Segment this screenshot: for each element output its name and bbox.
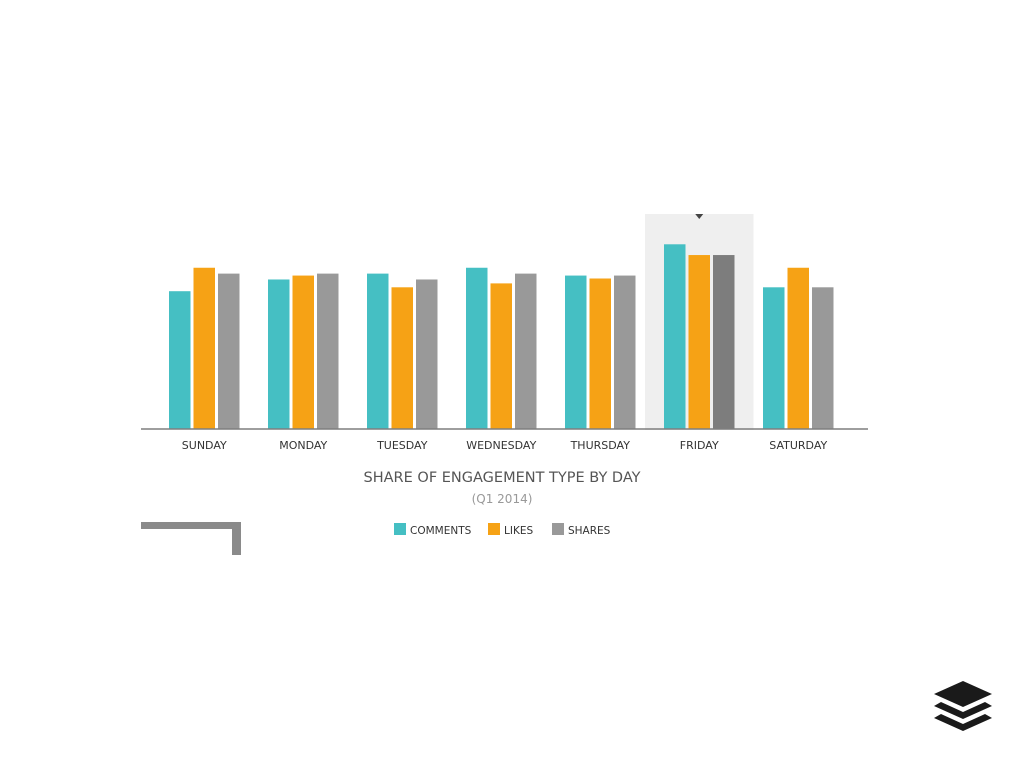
legend-swatch-comments <box>394 523 406 535</box>
bar-comments-monday <box>268 279 290 429</box>
category-label-friday: FRIDAY <box>680 439 719 452</box>
chart-title: SHARE OF ENGAGEMENT TYPE BY DAY <box>364 470 641 486</box>
category-labels: SUNDAY MONDAY TUESDAY WEDNESDAY THURSDAY FRID… <box>182 439 828 452</box>
bar-comments-wednesday <box>466 267 488 429</box>
bar-likes-sunday <box>193 267 215 429</box>
legend-label-likes: LIKES <box>504 525 533 537</box>
bar-comments-tuesday <box>367 273 389 429</box>
bar-likes-wednesday <box>490 283 512 429</box>
legend: COMMENTS LIKES SHARES <box>394 523 611 537</box>
bar-likes-monday <box>292 275 314 429</box>
bar-likes-saturday <box>787 267 809 429</box>
category-label-thursday: THURSDAY <box>570 439 631 452</box>
bar-likes-friday <box>688 255 710 429</box>
bar-shares-thursday <box>614 275 636 429</box>
bar-comments-friday <box>664 244 686 429</box>
category-label-monday: MONDAY <box>279 439 327 452</box>
category-label-wednesday: WEDNESDAY <box>466 439 536 452</box>
highlight-marker <box>695 214 704 219</box>
legend-label-shares: SHARES <box>568 525 611 537</box>
bar-likes-tuesday <box>391 287 413 429</box>
legend-swatch-shares <box>552 523 564 535</box>
category-label-saturday: SATURDAY <box>769 439 827 452</box>
bar-likes-thursday <box>589 278 611 429</box>
bar-shares-friday <box>713 255 735 429</box>
bar-comments-thursday <box>565 275 587 429</box>
bar-comments-sunday <box>169 291 191 429</box>
bar-comments-saturday <box>763 287 785 429</box>
legend-label-comments: COMMENTS <box>410 525 472 537</box>
bar-shares-wednesday <box>515 273 537 429</box>
bar-shares-tuesday <box>416 279 438 429</box>
chart-subtitle: (Q1 2014) <box>472 492 533 506</box>
bars-group <box>169 244 834 429</box>
layers-logo-icon <box>934 681 992 731</box>
bar-shares-monday <box>317 273 339 429</box>
legend-swatch-likes <box>488 523 500 535</box>
category-label-sunday: SUNDAY <box>182 439 227 452</box>
bar-shares-saturday <box>812 287 834 429</box>
frame-fragment <box>141 522 241 555</box>
bar-shares-sunday <box>218 273 240 429</box>
category-label-tuesday: TUESDAY <box>376 439 428 452</box>
